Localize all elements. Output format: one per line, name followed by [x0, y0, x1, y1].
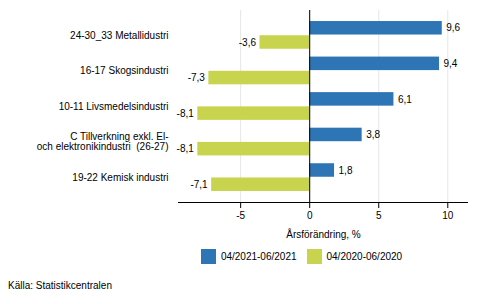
svg-text:-3,6: -3,6 — [239, 37, 257, 48]
svg-text:-7,1: -7,1 — [190, 179, 208, 190]
svg-text:Årsförändring, %: Årsförändring, % — [286, 228, 361, 240]
svg-text:1,8: 1,8 — [339, 165, 353, 176]
svg-text:10-11 Livsmedelsindustri: 10-11 Livsmedelsindustri — [59, 101, 169, 112]
svg-text:C Tillverkning exkl. El-och el: C Tillverkning exkl. El-och elektronikin… — [37, 131, 169, 152]
svg-text:6,1: 6,1 — [398, 94, 412, 105]
svg-text:9,4: 9,4 — [444, 58, 458, 69]
svg-text:-8,1: -8,1 — [177, 143, 195, 154]
svg-text:16-17 Skogsindustri: 16-17 Skogsindustri — [80, 65, 168, 76]
svg-text:-5: -5 — [236, 210, 245, 221]
svg-text:5: 5 — [376, 210, 382, 221]
svg-text:-8,1: -8,1 — [177, 108, 195, 119]
html-text:Källa: Statistikcentralen: Källa: Statistikcentralen — [8, 280, 112, 291]
svg-text:-7,3: -7,3 — [188, 72, 206, 83]
svg-text:3,8: 3,8 — [366, 129, 380, 140]
svg-text:10: 10 — [442, 210, 454, 221]
svg-text:24-30_33 Metallidustri: 24-30_33 Metallidustri — [70, 30, 168, 41]
svg-text:19-22 Kemisk industri: 19-22 Kemisk industri — [72, 172, 168, 183]
html-text:04/2021-06/2021: 04/2021-06/2021 — [220, 251, 297, 262]
svg-text:0: 0 — [307, 210, 313, 221]
html-text:04/2020-06/2020: 04/2020-06/2020 — [326, 251, 403, 262]
svg-text:9,6: 9,6 — [446, 22, 460, 33]
